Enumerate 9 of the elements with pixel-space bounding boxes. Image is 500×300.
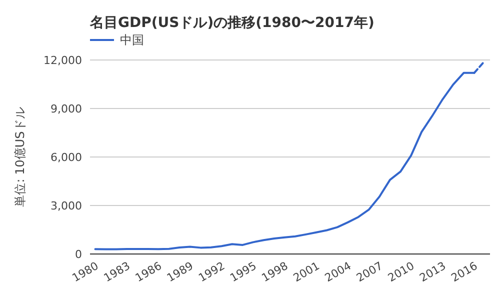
y-tick-label: 6,000 [50,151,82,164]
y-tick-label: 12,000 [44,54,82,67]
y-tick-label: 0 [75,248,82,261]
y-tick-label: 3,000 [50,200,82,212]
y-tick-label: 9,000 [50,102,82,116]
legend-label: 中国 [120,33,144,47]
y-axis-title: 単位: 10億USドル [13,107,27,207]
chart-title: 名目GDP(USドル)の推移(1980〜2017年) [89,15,374,31]
legend: 中国 [90,33,144,47]
